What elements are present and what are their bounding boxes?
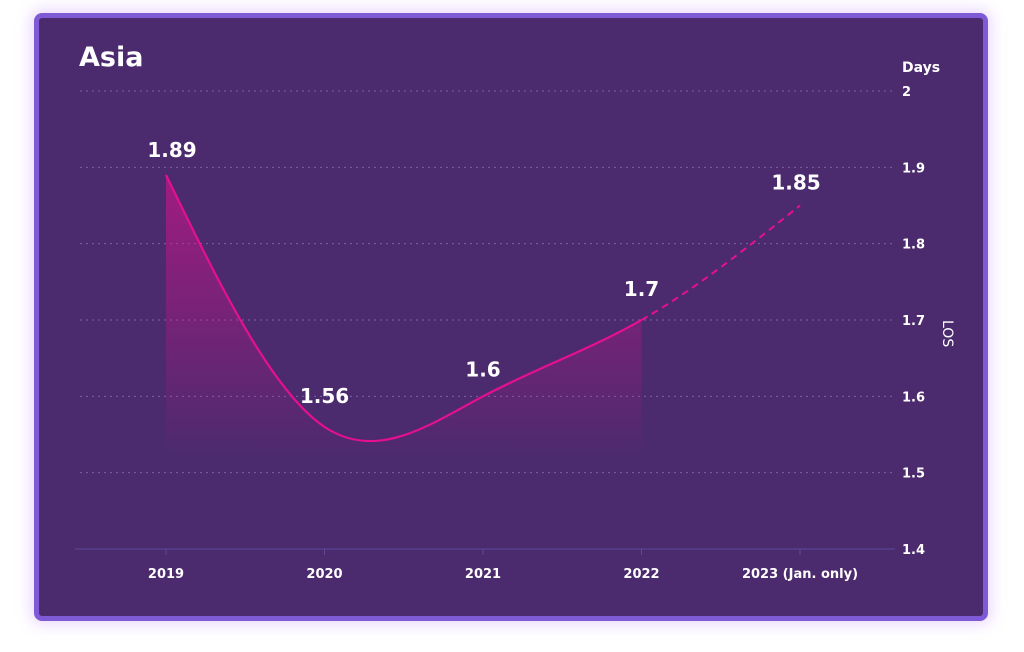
data-label: 1.85 [771, 171, 820, 195]
y-tick-label: 1.4 [902, 543, 925, 558]
x-tick-label: 2023 (Jan. only) [742, 567, 858, 582]
data-label: 1.7 [624, 277, 659, 301]
x-tick-label: 2019 [148, 567, 184, 582]
series-line-actual [165, 174, 643, 443]
y-unit-label: Days [902, 60, 940, 76]
y-tick-label: 1.9 [902, 161, 925, 176]
x-tick-label: 2022 [623, 567, 659, 582]
data-label: 1.89 [147, 138, 196, 162]
y-tick-label: 1.8 [902, 238, 925, 253]
y-tick-label: 1.7 [902, 314, 925, 329]
y-tick-label: 1.6 [902, 390, 925, 405]
series-line-projected [641, 204, 801, 321]
area-fill [166, 174, 642, 458]
y-axis-label: LOS [939, 320, 955, 347]
y-tick-label: 1.5 [902, 467, 925, 482]
y-tick-label: 2 [902, 85, 911, 100]
x-tick-label: 2020 [306, 567, 342, 582]
x-tick-label: 2021 [465, 567, 501, 582]
data-label: 1.56 [300, 384, 349, 408]
data-label: 1.6 [465, 357, 500, 381]
chart-title: Asia [79, 42, 144, 73]
